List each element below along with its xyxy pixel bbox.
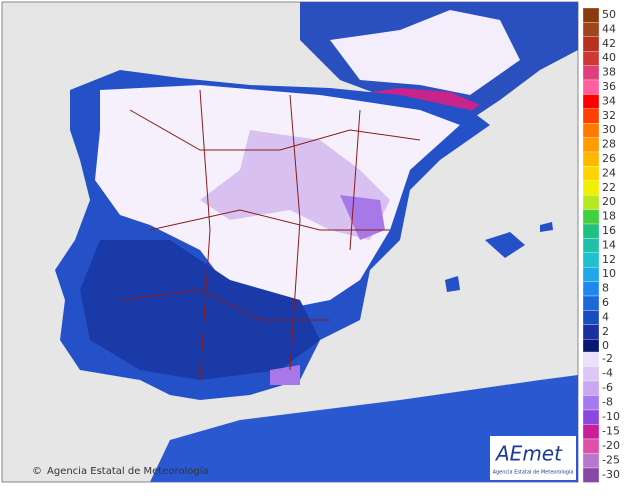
legend-label: 16 xyxy=(602,224,616,237)
north-africa xyxy=(150,375,578,482)
legend-swatch xyxy=(582,36,600,52)
mallorca xyxy=(485,232,525,258)
legend-label: 34 xyxy=(602,94,616,107)
legend-label: -8 xyxy=(602,396,613,409)
legend-swatch xyxy=(582,380,600,396)
logo-name: AEmet xyxy=(494,442,563,466)
legend-label: -25 xyxy=(602,454,620,467)
legend-swatch xyxy=(582,166,600,181)
legend-swatch xyxy=(582,137,600,153)
legend-label: -20 xyxy=(602,439,620,452)
legend-label: -10 xyxy=(602,410,620,423)
legend-swatch xyxy=(582,209,600,225)
copyright-symbol: © xyxy=(32,466,42,477)
legend-label: 30 xyxy=(602,123,616,136)
legend-swatch xyxy=(582,123,600,138)
legend-label: 44 xyxy=(602,22,616,35)
legend-swatch xyxy=(582,252,600,268)
legend-swatch xyxy=(582,339,600,354)
legend-label: 6 xyxy=(602,296,609,309)
legend-label: 50 xyxy=(602,8,616,21)
legend-label: 12 xyxy=(602,253,616,266)
legend-label: 2 xyxy=(602,325,609,338)
legend-label: 38 xyxy=(602,66,616,79)
france-cold xyxy=(330,10,520,95)
legend-swatch xyxy=(582,467,600,483)
legend-label: 40 xyxy=(602,51,616,64)
legend-swatch xyxy=(582,395,600,411)
legend-swatch xyxy=(582,438,600,454)
legend-swatch xyxy=(582,424,600,440)
legend-label: -2 xyxy=(602,352,613,365)
legend-swatch xyxy=(582,281,600,297)
legend-swatch xyxy=(582,351,600,367)
legend-label: 8 xyxy=(602,282,609,295)
legend-label: -6 xyxy=(602,381,613,394)
legend-swatch xyxy=(582,151,600,167)
legend-swatch xyxy=(582,108,600,124)
legend-swatch xyxy=(582,310,600,325)
legend-label: 26 xyxy=(602,152,616,165)
menorca xyxy=(540,222,553,232)
legend-label: 18 xyxy=(602,210,616,223)
credit: Agencia Estatal de Meteorología xyxy=(47,465,209,477)
legend-label: 36 xyxy=(602,80,616,93)
iberian-system xyxy=(340,195,385,240)
legend-swatch xyxy=(582,267,600,282)
legend-swatch xyxy=(582,195,600,210)
south xyxy=(80,240,320,380)
legend-label: 24 xyxy=(602,166,616,179)
legend-label: 4 xyxy=(602,310,609,323)
legend-label: 28 xyxy=(602,138,616,151)
sierra-nevada xyxy=(270,365,300,385)
legend-swatch xyxy=(582,22,600,37)
legend-swatch xyxy=(582,295,600,311)
legend-swatch xyxy=(582,366,600,382)
highlands xyxy=(200,130,390,240)
legend-swatch xyxy=(582,409,600,425)
legend-swatch xyxy=(582,51,600,66)
logo-box xyxy=(490,436,576,480)
legend-label: -4 xyxy=(602,367,613,380)
legend-label: 22 xyxy=(602,181,616,194)
legend-label: 14 xyxy=(602,238,616,251)
legend-label: 32 xyxy=(602,109,616,122)
legend-swatch xyxy=(582,180,600,196)
legend: 5044424038363432302826242220181614121086… xyxy=(582,7,620,483)
legend-swatch xyxy=(582,453,600,469)
ibiza xyxy=(445,276,460,292)
legend-swatch xyxy=(582,7,600,23)
legend-label: -15 xyxy=(602,425,620,438)
legend-label: -30 xyxy=(602,468,620,481)
legend-swatch xyxy=(582,65,600,81)
legend-swatch xyxy=(582,94,600,109)
legend-swatch xyxy=(582,238,600,253)
legend-swatch xyxy=(582,324,600,340)
province-lines xyxy=(119,89,421,381)
legend-label: 42 xyxy=(602,37,616,50)
legend-swatch xyxy=(582,79,600,95)
legend-swatch xyxy=(582,223,600,239)
legend-label: 10 xyxy=(602,267,616,280)
legend-label: 20 xyxy=(602,195,616,208)
logo-subtitle: Agencia Estatal de Meteorología xyxy=(493,469,574,476)
legend-label: 0 xyxy=(602,339,609,352)
